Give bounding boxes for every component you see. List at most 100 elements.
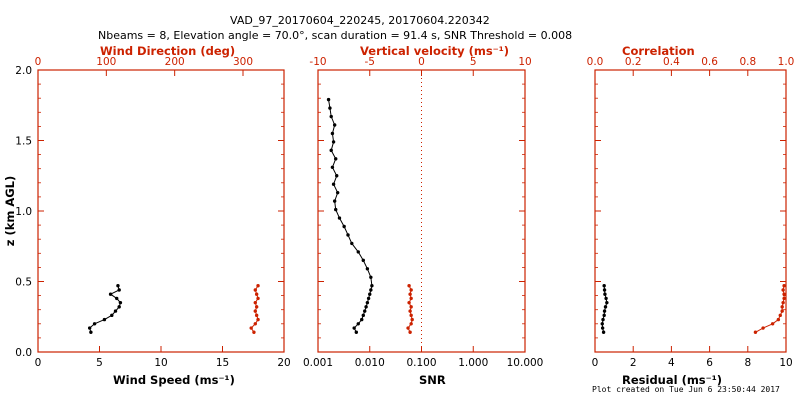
series-point (408, 292, 412, 296)
series-point (337, 216, 342, 220)
series-point (601, 317, 605, 322)
series-point (407, 300, 411, 305)
series-point (352, 326, 356, 330)
x-top-tick-label: -10 (309, 56, 326, 68)
x-top-tick-label: 300 (233, 56, 253, 68)
series-point (329, 114, 333, 119)
series-point (256, 284, 260, 288)
series-point (252, 330, 256, 334)
series-point (256, 296, 260, 301)
series-point (603, 292, 607, 296)
x-top-tick-label: 200 (165, 56, 185, 68)
series-line (755, 285, 785, 333)
x-bottom-tick-label: 0.010 (355, 357, 385, 369)
series-point (334, 207, 338, 212)
series-point (254, 313, 259, 318)
x-top-tick-label: 100 (96, 56, 116, 68)
x-top-tick-label: -5 (365, 56, 375, 68)
x-bottom-tick-label: 4 (668, 357, 675, 369)
series-point (253, 322, 257, 326)
series-point (361, 313, 365, 318)
x-bottom-tick-label: 0 (35, 357, 42, 369)
series-point (89, 330, 93, 334)
series-point (776, 317, 781, 322)
series-point (110, 313, 114, 318)
series-point (254, 292, 259, 296)
x-top-tick-label: 0 (35, 56, 42, 68)
panel3-bottom-axis-label: Residual (ms⁻¹) (622, 373, 723, 387)
x-bottom-tick-label: 20 (277, 357, 290, 369)
y-tick-label: 0.5 (15, 277, 32, 289)
series-point (770, 322, 775, 326)
series-point (365, 267, 370, 271)
x-top-tick-label: 0.0 (587, 56, 604, 68)
series-point (364, 305, 368, 309)
series-point (361, 258, 365, 263)
series-point (409, 313, 413, 318)
figure-title: VAD_97_20170604_220245, 20170604.220342 (230, 14, 490, 27)
x-bottom-tick-label: 2 (630, 357, 637, 369)
series-point (92, 322, 97, 326)
panel1-top-axis-label: Wind Direction (deg) (100, 44, 236, 58)
x-top-tick-label: 0 (418, 56, 425, 68)
series-point (330, 131, 335, 136)
series-point (332, 199, 337, 203)
series-point (356, 322, 360, 326)
x-top-tick-label: 0.4 (663, 56, 680, 68)
x-bottom-tick-label: 5 (96, 357, 103, 369)
series-point (326, 97, 331, 102)
x-top-tick-label: 5 (470, 56, 477, 68)
y-tick-label: 2.0 (15, 65, 32, 77)
panel3-top-axis-label: Correlation (622, 44, 695, 58)
x-top-tick-label: 0.2 (625, 56, 642, 68)
x-bottom-tick-label: 0.100 (406, 357, 436, 369)
series-point (117, 305, 121, 309)
series-point (363, 309, 367, 313)
series-point (113, 309, 118, 313)
series-point (781, 300, 785, 305)
series-point (369, 275, 373, 279)
series-point (408, 309, 412, 313)
panel1-bottom-axis-label: Wind Speed (ms⁻¹) (113, 373, 235, 387)
plot-creation-note: Plot created on Tue Jun 6 23:50:44 2017 (592, 385, 780, 394)
y-tick-label: 0.0 (15, 347, 32, 359)
series-point (115, 296, 119, 301)
series-point (253, 309, 257, 313)
panel-frame (317, 69, 526, 353)
series-point (369, 288, 373, 292)
series-point (332, 123, 337, 127)
series-point (256, 317, 260, 322)
panel2-top-axis-label: Vertical velocity (ms⁻¹) (360, 44, 510, 58)
series-point (600, 326, 605, 330)
series-point (781, 288, 785, 292)
series-point (782, 292, 786, 296)
series-point (602, 288, 607, 292)
series-point (254, 305, 259, 309)
series-point (410, 317, 414, 322)
series-point (406, 326, 410, 330)
x-top-tick-label: 1.0 (778, 56, 795, 68)
series-point (253, 300, 257, 305)
series-point (335, 190, 340, 195)
series-point (366, 296, 371, 301)
x-bottom-tick-label: 0 (592, 357, 599, 369)
series-point (350, 241, 354, 246)
series-point (778, 313, 782, 318)
series-point (253, 288, 257, 292)
x-top-tick-label: 0.6 (701, 56, 718, 68)
series-point (407, 284, 411, 288)
series-point (780, 309, 784, 313)
series-point (602, 313, 606, 318)
series-point (601, 330, 606, 334)
series-point (356, 250, 360, 254)
y-tick-label: 1.0 (15, 206, 32, 218)
series-point (331, 140, 336, 144)
series-point (102, 317, 107, 322)
x-bottom-tick-label: 1.000 (458, 357, 488, 369)
series-point (346, 233, 350, 237)
series-point (335, 174, 339, 178)
x-bottom-tick-label: 10 (779, 357, 792, 369)
series-point (408, 330, 412, 334)
series-point (329, 148, 333, 153)
